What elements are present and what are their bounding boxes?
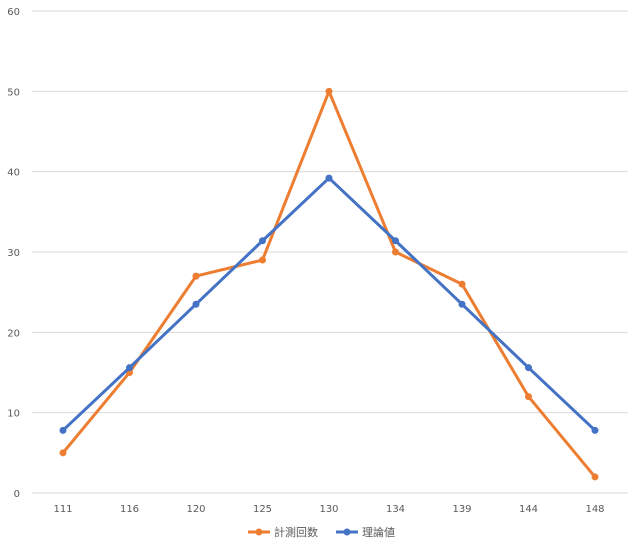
x-tick-label: 111 xyxy=(53,504,72,515)
series-layer xyxy=(59,87,599,481)
data-point xyxy=(325,87,333,95)
x-tick-label: 148 xyxy=(585,504,604,515)
y-tick-label: 50 xyxy=(7,87,20,98)
x-tick-label: 130 xyxy=(319,504,338,515)
data-point xyxy=(591,426,599,434)
data-point xyxy=(591,473,599,481)
data-point xyxy=(259,237,266,245)
legend: 計測回数 理論値 xyxy=(248,525,395,539)
data-point xyxy=(126,364,133,372)
y-tick-label: 60 xyxy=(7,7,20,18)
series-line-2 xyxy=(61,176,597,432)
series-line-1 xyxy=(61,89,597,479)
data-point xyxy=(392,248,399,256)
data-point xyxy=(458,300,466,308)
data-point xyxy=(59,426,67,434)
x-tick-label: 116 xyxy=(120,504,139,515)
legend-item-1: 計測回数 xyxy=(248,525,318,539)
legend-swatch-marker xyxy=(255,528,263,536)
data-point xyxy=(192,300,200,308)
x-tick-label: 125 xyxy=(253,504,272,515)
y-tick-label: 40 xyxy=(7,168,20,179)
y-tick-label: 30 xyxy=(7,248,20,259)
x-tick-label: 120 xyxy=(186,504,205,515)
series-1 xyxy=(59,87,599,481)
legend-label: 計測回数 xyxy=(274,525,318,539)
y-axis-ticks: 0 10 20 30 40 50 60 xyxy=(7,7,20,500)
data-point xyxy=(458,280,466,288)
gridlines xyxy=(32,10,628,494)
data-point xyxy=(392,237,399,245)
y-tick-label: 10 xyxy=(7,409,20,420)
data-point xyxy=(525,364,532,372)
y-tick-label: 0 xyxy=(14,489,20,500)
legend-label: 理論値 xyxy=(362,525,395,539)
series-2 xyxy=(59,174,599,434)
data-point xyxy=(59,449,67,457)
data-point xyxy=(192,272,200,280)
data-point xyxy=(259,256,266,264)
x-axis-ticks: 111 116 120 125 130 134 139 144 148 xyxy=(53,504,604,515)
legend-item-2: 理論値 xyxy=(336,525,395,539)
y-tick-label: 20 xyxy=(7,328,20,339)
legend-swatch-marker xyxy=(343,528,351,536)
data-point xyxy=(525,393,532,401)
x-tick-label: 144 xyxy=(519,504,538,515)
x-tick-label: 134 xyxy=(386,504,405,515)
x-tick-label: 139 xyxy=(452,504,471,515)
data-point xyxy=(325,174,333,182)
